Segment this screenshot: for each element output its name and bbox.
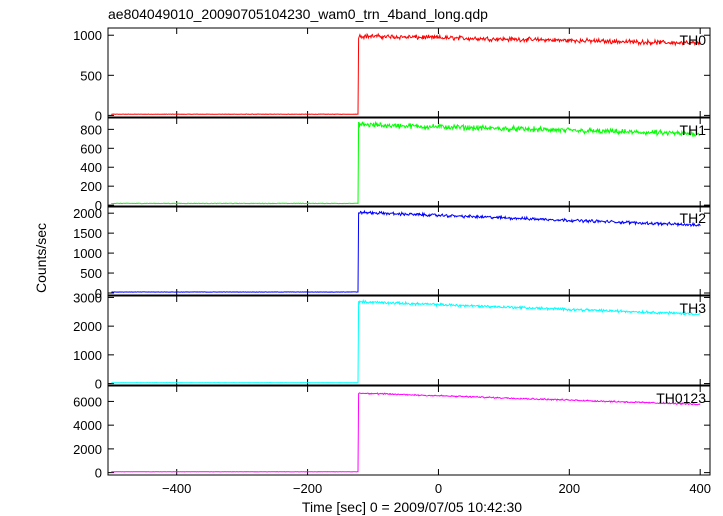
x-tick-label: −200 xyxy=(293,481,322,496)
y-tick-label: 2000 xyxy=(73,442,102,457)
y-tick-label: 1000 xyxy=(73,246,102,261)
y-tick-label: 800 xyxy=(80,122,102,137)
series-label: TH1 xyxy=(680,122,707,138)
y-tick-label: 600 xyxy=(80,141,102,156)
y-tick-label: 0 xyxy=(95,198,102,213)
panel-frame xyxy=(107,205,711,296)
series-label: TH2 xyxy=(680,210,707,226)
panel-th0: 0 500 1000 TH0 xyxy=(73,27,711,123)
x-axis-label: Time [sec] 0 = 2009/07/05 10:42:30 xyxy=(302,499,522,515)
panel-frame xyxy=(107,27,711,118)
series-line-th0 xyxy=(111,32,701,115)
y-tick-label: 0 xyxy=(95,108,102,123)
x-tick-label: 400 xyxy=(689,481,711,496)
panel-th0123: 0 2000 4000 6000 TH0123 xyxy=(73,385,711,481)
series-line-th0123 xyxy=(111,392,701,473)
x-axis: −400 −200 0 200 400 xyxy=(162,481,711,496)
x-tick-label: 200 xyxy=(558,481,580,496)
series-label: TH3 xyxy=(680,300,707,316)
series-label: TH0 xyxy=(680,32,707,48)
panel-th1: 0 200 400 600 800 TH1 xyxy=(80,117,711,213)
y-tick-label: 0 xyxy=(95,377,102,392)
panel-frame xyxy=(107,295,711,386)
y-tick-label: 500 xyxy=(80,266,102,281)
series-label: TH0123 xyxy=(656,390,706,406)
series-line-th3 xyxy=(111,299,701,384)
y-tick-label: 500 xyxy=(80,68,102,83)
y-tick-label: 6000 xyxy=(73,394,102,409)
y-axis-label: Counts/sec xyxy=(33,223,49,293)
y-tick-label: 200 xyxy=(80,179,102,194)
x-tick-label: 0 xyxy=(435,481,442,496)
y-tick-label: 1000 xyxy=(73,348,102,363)
panels: 0 500 1000 TH0 0 200 400 600 800 TH1 0 500 1000 1500 2… xyxy=(73,27,711,481)
y-tick-label: 0 xyxy=(95,286,102,301)
y-tick-label: 0 xyxy=(95,466,102,481)
panel-th3: 0 1000 2000 3000 TH3 xyxy=(73,290,711,392)
y-tick-label: 2000 xyxy=(73,206,102,221)
series-line-th1 xyxy=(111,120,701,205)
y-tick-label: 400 xyxy=(80,160,102,175)
y-tick-label: 2000 xyxy=(73,319,102,334)
x-tick-label: −400 xyxy=(162,481,191,496)
y-tick-label: 3000 xyxy=(73,290,102,305)
panel-th2: 0 500 1000 1500 2000 TH2 xyxy=(73,205,711,301)
y-tick-label: 4000 xyxy=(73,418,102,433)
chart-title: ae804049010_20090705104230_wam0_trn_4ban… xyxy=(108,6,488,22)
series-line-th2 xyxy=(111,209,701,293)
y-tick-label: 1500 xyxy=(73,226,102,241)
panel-frame xyxy=(107,117,711,208)
panel-frame xyxy=(107,385,711,476)
y-tick-label: 1000 xyxy=(73,28,102,43)
